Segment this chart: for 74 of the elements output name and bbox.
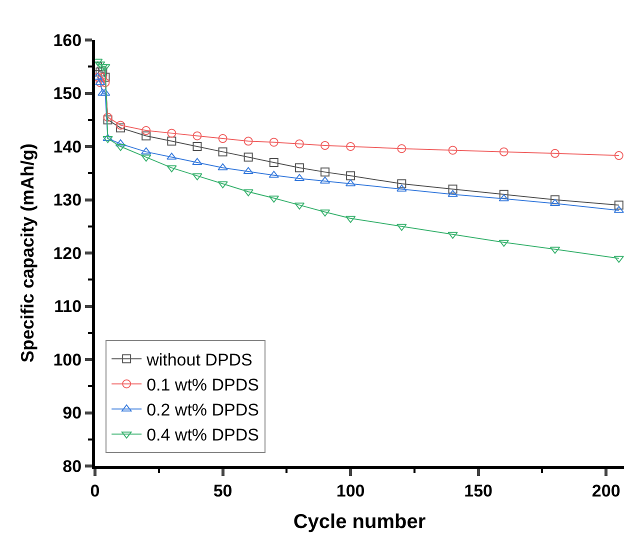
point [499,190,508,199]
point [320,168,330,177]
y-tick-label: 90 [62,404,82,423]
point [116,120,126,130]
point [95,61,106,68]
legend-label: without DPDS [146,350,252,370]
y-tick-label: 80 [62,456,82,476]
x-axis-title: Cycle number [293,510,426,533]
point [166,165,177,172]
point [396,184,407,192]
point [98,64,108,72]
point [102,136,113,144]
point [218,181,228,188]
point [116,123,126,132]
point [244,152,253,162]
point [192,142,202,151]
point [614,151,624,160]
point [448,146,458,155]
point [218,163,228,170]
point [346,171,356,180]
y-tick-label: 160 [53,30,82,50]
point [294,163,304,172]
point [192,158,202,165]
point [550,195,560,204]
point [100,78,110,88]
point [192,131,202,140]
point [218,147,228,156]
point [396,224,407,231]
legend-label: 0.2 wt% DPDS [146,400,260,420]
legend-label: 0.1 wt% DPDS [146,376,260,394]
point [192,173,202,180]
y-tick-label: 150 [53,84,82,104]
point [166,152,177,160]
point [499,147,508,156]
point [550,148,560,158]
point [98,72,108,82]
point [448,184,458,194]
point [614,206,624,213]
point [218,134,228,144]
point [244,136,253,146]
y-tick-label: 100 [53,350,82,370]
point [167,136,176,146]
point [100,64,110,72]
point [294,139,304,148]
y-axis-title: Specific capacity (mAh/g) [17,143,38,363]
point [103,112,112,122]
point [614,200,624,210]
y-tick-label: 140 [53,137,82,156]
point [614,256,624,263]
x-tick-label: 200 [592,481,620,500]
y-tick-label: 120 [53,244,82,263]
point [320,140,330,150]
point [397,179,406,188]
point [167,128,176,138]
point [269,138,278,147]
x-tick-label: 100 [336,481,365,500]
point [142,131,151,140]
x-tick-label: 50 [213,481,232,500]
point [98,88,108,96]
point [269,158,278,167]
point [346,142,356,151]
x-tick-label: 150 [464,481,493,500]
legend-label: 0.4 wt% DPDS [146,426,260,445]
point [448,232,458,239]
point [103,115,112,124]
point [243,189,254,196]
x-tick-label: 0 [90,481,100,500]
point [100,88,110,96]
point [142,126,151,136]
point [448,190,458,197]
point [243,167,254,174]
y-tick-label: 110 [54,297,82,316]
y-tick-label: 130 [53,190,82,210]
point [397,144,406,154]
